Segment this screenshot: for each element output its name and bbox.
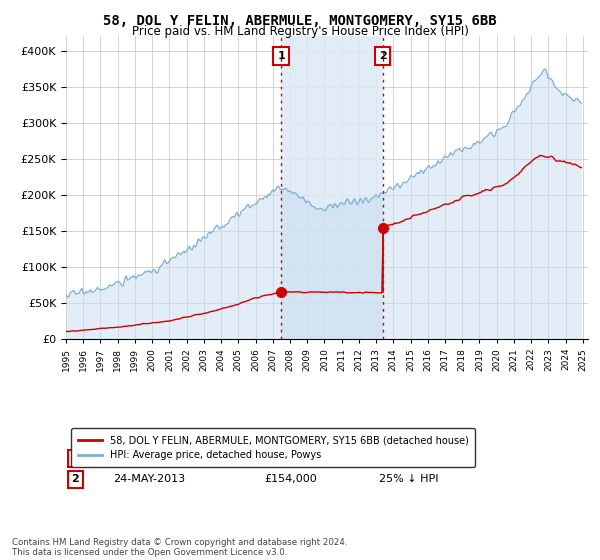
Text: 58, DOL Y FELIN, ABERMULE, MONTGOMERY, SY15 6BB: 58, DOL Y FELIN, ABERMULE, MONTGOMERY, S… — [103, 14, 497, 28]
Text: 70% ↓ HPI: 70% ↓ HPI — [379, 453, 439, 463]
Text: 2: 2 — [71, 474, 79, 484]
Text: 28-JUN-2007: 28-JUN-2007 — [113, 453, 184, 463]
Text: Price paid vs. HM Land Registry's House Price Index (HPI): Price paid vs. HM Land Registry's House … — [131, 25, 469, 38]
Bar — [281, 36, 383, 339]
Text: 25% ↓ HPI: 25% ↓ HPI — [379, 474, 439, 484]
Text: 24-MAY-2013: 24-MAY-2013 — [113, 474, 185, 484]
Text: 1: 1 — [71, 453, 79, 463]
Text: £154,000: £154,000 — [265, 474, 317, 484]
Text: 1: 1 — [277, 51, 285, 61]
Legend: 58, DOL Y FELIN, ABERMULE, MONTGOMERY, SY15 6BB (detached house), HPI: Average p: 58, DOL Y FELIN, ABERMULE, MONTGOMERY, S… — [71, 428, 475, 467]
Text: 2: 2 — [379, 51, 386, 61]
Text: Contains HM Land Registry data © Crown copyright and database right 2024.
This d: Contains HM Land Registry data © Crown c… — [12, 538, 347, 557]
Text: £65,000: £65,000 — [265, 453, 310, 463]
